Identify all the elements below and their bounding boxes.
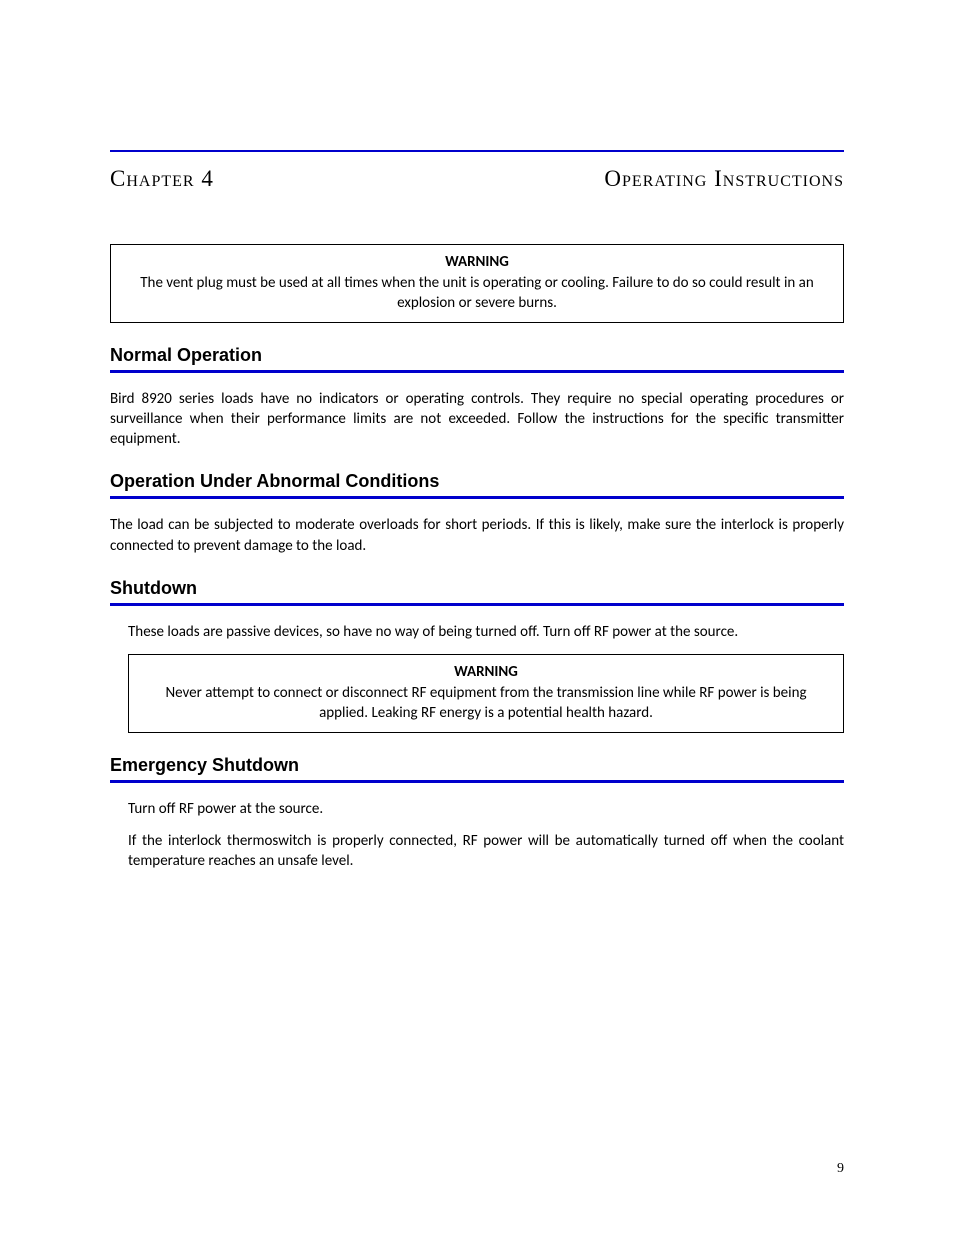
body-paragraph: If the interlock thermoswitch is properl…	[128, 831, 844, 872]
body-paragraph: Turn off RF power at the source.	[128, 799, 844, 819]
section-abnormal-conditions: Operation Under Abnormal Conditions The …	[110, 471, 844, 556]
warning-label: WARNING	[125, 253, 829, 271]
body-paragraph: These loads are passive devices, so have…	[128, 622, 844, 642]
body-paragraph: Bird 8920 series loads have no indicator…	[110, 389, 844, 450]
warning-text: The vent plug must be used at all times …	[125, 273, 829, 314]
section-rule	[110, 603, 844, 606]
section-heading: Shutdown	[110, 578, 844, 599]
chapter-title: Operating Instructions	[604, 166, 844, 192]
page-number: 9	[837, 1161, 844, 1177]
top-horizontal-rule	[110, 150, 844, 152]
section-emergency-shutdown: Emergency Shutdown Turn off RF power at …	[110, 755, 844, 872]
warning-text: Never attempt to connect or disconnect R…	[143, 683, 829, 724]
section-rule	[110, 370, 844, 373]
section-heading: Normal Operation	[110, 345, 844, 366]
warning-label: WARNING	[143, 663, 829, 681]
section-normal-operation: Normal Operation Bird 8920 series loads …	[110, 345, 844, 450]
document-page: Chapter 4 Operating Instructions WARNING…	[0, 0, 954, 1235]
warning-box-rf-disconnect: WARNING Never attempt to connect or disc…	[128, 654, 844, 733]
chapter-header: Chapter 4 Operating Instructions	[110, 166, 844, 192]
section-rule	[110, 780, 844, 783]
section-shutdown: Shutdown These loads are passive devices…	[110, 578, 844, 733]
body-paragraph: The load can be subjected to moderate ov…	[110, 515, 844, 556]
section-heading: Operation Under Abnormal Conditions	[110, 471, 844, 492]
section-heading: Emergency Shutdown	[110, 755, 844, 776]
warning-box-vent-plug: WARNING The vent plug must be used at al…	[110, 244, 844, 323]
section-rule	[110, 496, 844, 499]
chapter-number: Chapter 4	[110, 166, 214, 192]
